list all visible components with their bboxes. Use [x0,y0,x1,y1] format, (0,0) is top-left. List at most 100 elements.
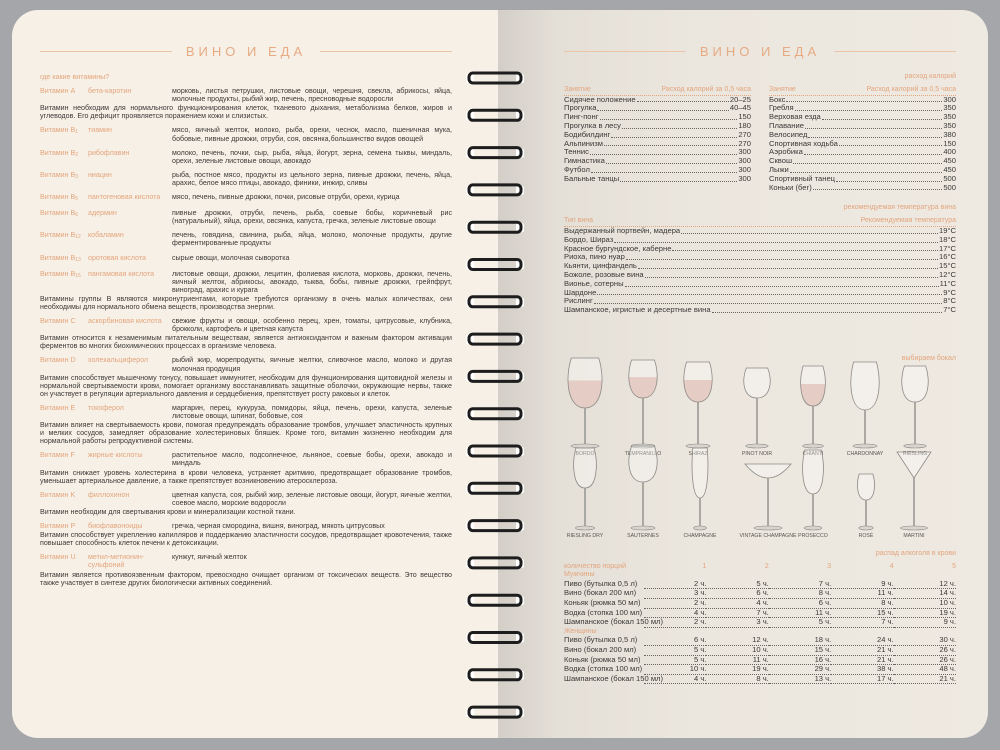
leader [624,280,939,287]
vitamin-row: Витамин D холекальциферол рыбий жир, мореп… [40,356,452,372]
drink: Водка (стопка 100 мл) [564,664,643,674]
glass: RIESLING DRY [567,447,604,539]
vitamin-row: Витамин P биофлавоноиды гречка, черная смо… [40,522,452,530]
row-label: Альпинизм [564,138,603,148]
row-value: 12°C [939,269,956,279]
calorie-row: Прогулка 40–45 [564,104,751,113]
row-value: 300 [738,164,751,174]
hours: 13 ч. [768,674,832,685]
section-heading: распад алкоголя в крови [875,550,956,557]
row-value: 450 [943,156,956,166]
calorie-row: Спортивный танец 500 [769,173,956,184]
portion: 3 [827,562,832,570]
hours: 8 ч. [768,589,832,599]
leader [621,122,738,129]
hours: 4 ч. [706,598,769,609]
glass: SAUTERNES [627,445,659,539]
vitamin-index: 12 [75,234,81,241]
leader [711,306,943,313]
row-value: 19°C [939,225,956,235]
vitamin-name: Витамин D [40,356,88,372]
vitamin-source: бета-каротин [88,87,132,96]
bowl [850,361,880,411]
vitamin-row: Витамин B2 рибофлавин молоко, печень, почк… [40,149,452,165]
bowl [744,463,792,479]
group-name: Женщины [564,627,597,635]
hours: 17 ч. [831,674,894,685]
row-value: 350 [943,112,956,122]
row-label: Теннис [564,147,589,157]
row-label: Футбол [564,164,590,174]
leader [597,104,729,112]
row-value: 500 [943,173,956,183]
foot [900,525,928,531]
ring [467,481,523,495]
glasses: выбираем бокал BORDO TEMPRANILLO SHIRAZ PINO… [567,354,956,539]
vitamin-source: кобаламин [88,231,124,240]
table-header: количество порций 1 2 3 4 5 [564,563,956,572]
drink: Шампанское (бокал 150 мл) [564,673,664,683]
vitamins: где какие витамины? Витамин A бета-кароти… [40,73,452,587]
vitamin-row: Витамин B6 адермин пивные дрожжи, отруби, … [40,209,452,225]
row-value: 9°C [943,287,956,297]
drink: Пиво (бутылка 0,5 л) [564,578,638,588]
calorie-row: Прогулка в лесу 180 [564,121,751,131]
vitamin-row: Витамин B15 пангамовая кислота листовые ов… [40,270,452,294]
calorie-table: Занятие Расход калорий за 0,5 часа Сидячее… [564,86,956,193]
drink: Пиво (бутылка 0,5 л) [564,635,638,645]
wine [800,384,826,406]
vitamin-note: Витамин снижает уровень холестерина в кр… [40,468,452,485]
leader [611,131,738,138]
vitamin-index: 13 [75,256,81,263]
table-header: Занятие Расход калорий за 0,5 часа [769,86,956,96]
vitamin-row: Витамин U метил-метионин-сульфоний кунжут,… [40,553,452,569]
vitamin-name: Витамин K [40,491,88,507]
temperature-row: Шардоне 9°C [564,287,956,298]
vitamin-note: Витамин необходим для нормального функци… [40,104,452,121]
hours: 6 ч. [768,598,832,609]
hours: 21 ч. [831,645,894,656]
vitamin-name: Витамин B5 [40,193,88,203]
alcohol-row: Коньяк (рюмка 50 мл) 2 ч. 4 ч. 6 ч. 8 ч. 10 ч… [564,598,956,609]
foot [693,525,707,531]
vitamin-name: Витамин F [40,451,88,467]
foot [852,443,878,449]
hours: 4 ч. [644,674,707,685]
vitamin-letter: Витамин K [40,490,76,499]
calorie-column: Занятие Расход калорий за 0,5 часа Бокс 300… [769,86,956,193]
hours: 7 ч. [768,579,832,590]
row-label: Сидячее положение [564,94,636,104]
left-page: ВИНО И ЕДА где какие витамины? Витамин A… [12,10,498,738]
vitamin-source: оротовая кислота [88,253,146,262]
leader [589,148,738,156]
row-label: Шампанское, игристые и десертные вина [564,305,711,315]
glass-label: CHIANTI [803,451,824,457]
vitamin-source: пантогеновая кислота [88,193,161,202]
vitamin-foods: мясо, яичный желток, молоко, рыба, орехи… [172,126,452,143]
row-label: Бодибилдинг [564,129,611,139]
row-label: Верховая езда [769,112,821,122]
glass-label: VINTAGE CHAMPAGNE [740,533,797,539]
hours: 6 ч. [706,589,769,599]
hours: 15 ч. [831,608,894,619]
vitamin-name: Витамин U [40,553,88,569]
row-value: 450 [943,164,956,174]
row-value: 300 [738,156,751,166]
ring [467,146,523,160]
glass: SHIRAZ [683,361,713,457]
glass: CHIANTI [800,365,826,457]
header-cell: количество порций [564,562,627,570]
vitamin-letter: Витамин C [40,317,76,326]
hours: 38 ч. [831,664,894,675]
temperature-row: Рислинг 8°C [564,297,956,306]
row-value: 16°C [939,252,956,262]
bowl [743,367,771,399]
ring [467,519,523,533]
leader [821,113,943,120]
leader [637,262,939,269]
calorie-row: Футбол 300 [564,164,751,175]
glass: RIESLING [901,365,929,457]
drink: Шампанское (бокал 150 мл) [564,617,664,627]
vitamin-foods: мясо, печень, пивные дрожжи, почки, рисо… [172,193,400,202]
